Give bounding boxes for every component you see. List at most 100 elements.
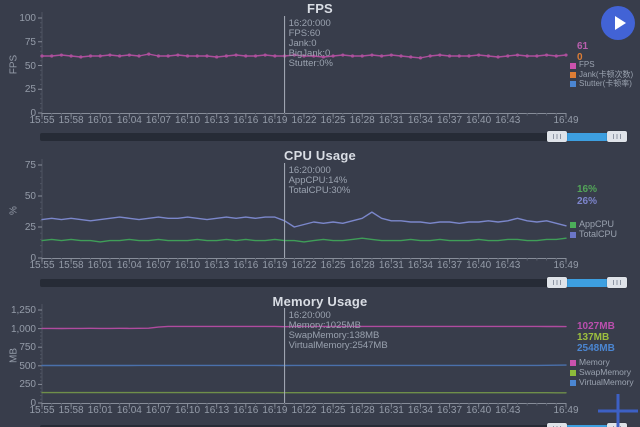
tooltip-line: 16:20:000 xyxy=(288,165,331,176)
x-tick-label: 16:37 xyxy=(437,260,463,271)
y-tick-label: 25 xyxy=(24,222,36,233)
current-value: 61 xyxy=(577,41,589,52)
hover-tooltip: 16:20:000 FPS:60 Jank:0 BigJank:0 Stutter:0% xyxy=(289,19,333,69)
legend-swatch xyxy=(570,380,576,386)
x-tick-label: 16:25 xyxy=(320,115,346,126)
x-tick-label: 16:49 xyxy=(553,260,579,271)
range-track[interactable] xyxy=(40,424,627,427)
x-tick-label: 16:31 xyxy=(378,405,404,416)
x-tick-label: 15:58 xyxy=(58,260,84,271)
y-tick-label: 25 xyxy=(24,84,36,96)
legend-item[interactable]: SwapMemory xyxy=(579,367,631,377)
x-tick-label: 16:43 xyxy=(495,405,521,416)
range-handle-left[interactable] xyxy=(547,423,567,427)
tooltip-line: Stutter:0% xyxy=(288,58,333,69)
range-scrollbar[interactable] xyxy=(0,277,640,289)
x-tick-label: 16:28 xyxy=(349,115,375,126)
range-selection[interactable] xyxy=(567,424,607,427)
x-tick-label: 16:07 xyxy=(145,260,171,271)
x-tick-label: 16:40 xyxy=(466,260,492,271)
legend-item[interactable]: FPS xyxy=(579,60,595,69)
x-tick-label: 16:40 xyxy=(466,405,492,416)
current-value: 137MB xyxy=(577,332,610,343)
memory-chart-title: Memory Usage xyxy=(272,294,368,309)
x-tick-label: 16:13 xyxy=(204,260,230,271)
legend-item[interactable]: Stutter(卡顿率) xyxy=(579,79,632,88)
tooltip-line: Memory:1025MB xyxy=(288,320,361,331)
current-value: 2548MB xyxy=(577,343,615,354)
y-tick-label: 75 xyxy=(24,36,36,48)
x-tick-label: 16:16 xyxy=(233,405,259,416)
legend-item[interactable]: AppCPU xyxy=(579,219,615,229)
x-tick-label: 16:10 xyxy=(175,115,201,126)
tooltip-line: TotalCPU:30% xyxy=(288,185,351,196)
current-value: 1027MB xyxy=(577,321,615,332)
legend-swatch xyxy=(570,370,576,376)
play-button[interactable] xyxy=(601,6,635,40)
x-tick-label: 16:22 xyxy=(291,115,317,126)
legend-item[interactable]: Jank(卡顿次数) xyxy=(579,70,634,79)
x-tick-label: 16:25 xyxy=(320,405,346,416)
range-handle-left[interactable] xyxy=(547,131,567,142)
current-value: 26% xyxy=(577,196,598,207)
x-tick-label: 15:55 xyxy=(29,115,55,126)
range-track[interactable] xyxy=(40,132,627,141)
y-tick-label: 750 xyxy=(19,342,36,354)
x-tick-label: 16:25 xyxy=(320,260,346,271)
range-selection[interactable] xyxy=(567,278,607,287)
x-tick-label: 16:34 xyxy=(407,260,433,271)
play-icon xyxy=(614,16,626,30)
y-tick-label: 50 xyxy=(24,60,36,72)
x-tick-label: 16:49 xyxy=(553,405,579,416)
x-tick-label: 16:28 xyxy=(349,405,375,416)
x-tick-label: 16:19 xyxy=(262,260,288,271)
range-handle-right[interactable] xyxy=(607,277,627,288)
legend-swatch xyxy=(570,72,576,78)
x-tick-label: 16:01 xyxy=(87,260,113,271)
x-tick-label: 16:31 xyxy=(378,260,404,271)
y-tick-label: 100 xyxy=(19,13,36,24)
x-tick-label: 15:58 xyxy=(58,115,84,126)
range-handle-right[interactable] xyxy=(607,131,627,142)
tooltip-line: VirtualMemory:2547MB xyxy=(288,340,388,351)
legend-item[interactable]: Memory xyxy=(579,357,610,367)
tooltip-line: AppCPU:14% xyxy=(288,175,348,186)
fps-chart-title: FPS xyxy=(307,1,333,16)
grip-lines-icon xyxy=(613,280,621,285)
x-tick-label: 16:19 xyxy=(262,405,288,416)
plus-icon xyxy=(598,394,638,427)
legend-swatch xyxy=(570,222,576,228)
tooltip-line: BigJank:0 xyxy=(288,48,331,59)
range-scrollbar[interactable] xyxy=(0,131,640,143)
x-tick-label: 16:31 xyxy=(378,115,404,126)
range-handle-left[interactable] xyxy=(547,277,567,288)
x-tick-label: 16:22 xyxy=(291,405,317,416)
x-tick-label: 16:37 xyxy=(437,115,463,126)
range-selection[interactable] xyxy=(567,132,607,141)
x-tick-label: 16:04 xyxy=(116,405,142,416)
y-tick-label: 75 xyxy=(24,160,36,171)
y-tick-label: 50 xyxy=(24,191,36,202)
add-chart-button[interactable] xyxy=(596,394,640,427)
range-track[interactable] xyxy=(40,278,627,287)
x-tick-label: 16:13 xyxy=(204,405,230,416)
legend-swatch xyxy=(570,63,576,69)
range-scrollbar[interactable] xyxy=(0,423,640,427)
x-tick-label: 16:13 xyxy=(204,115,230,126)
x-tick-label: 16:16 xyxy=(233,115,259,126)
x-tick-label: 16:43 xyxy=(495,115,521,126)
x-tick-label: 16:49 xyxy=(553,115,579,126)
current-value: 0 xyxy=(577,52,583,63)
x-tick-label: 16:34 xyxy=(407,115,433,126)
legend-item[interactable]: VirtualMemory xyxy=(579,377,634,387)
hover-tooltip: 16:20:000 Memory:1025MB SwapMemory:138MB Vi… xyxy=(289,311,388,351)
legend-swatch xyxy=(570,81,576,87)
legend-item[interactable]: TotalCPU xyxy=(579,229,618,239)
x-tick-label: 16:40 xyxy=(466,115,492,126)
cpu-chart-title: CPU Usage xyxy=(284,148,356,163)
x-tick-label: 16:04 xyxy=(116,115,142,126)
tooltip-line: 16:20:000 xyxy=(288,18,331,29)
